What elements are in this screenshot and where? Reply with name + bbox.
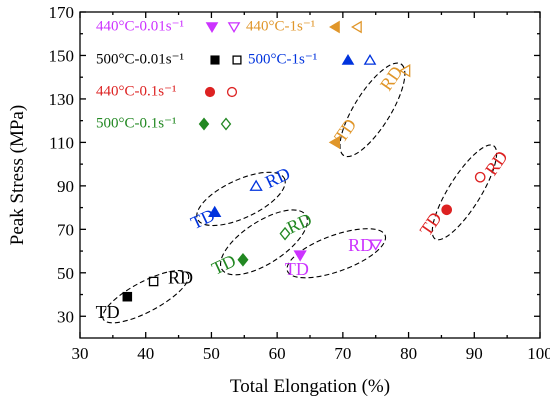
data-point: [441, 204, 453, 216]
group-ellipse: [102, 270, 190, 324]
point-annotation: RD: [348, 235, 373, 255]
y-tick-label: 110: [49, 133, 74, 152]
legend-marker-filled: [210, 55, 220, 65]
y-tick-label: 90: [57, 177, 74, 196]
x-tick-label: 50: [203, 344, 220, 363]
data-point: [399, 64, 411, 78]
legend-label: 440°C-0.01s⁻¹: [96, 18, 184, 34]
data-point: [249, 179, 263, 191]
y-tick-label: 30: [57, 307, 74, 326]
group-ellipse: [286, 228, 387, 279]
data-point: [474, 171, 486, 183]
point-annotation: RD: [481, 147, 512, 179]
data-point: [328, 135, 341, 150]
y-axis-title: Peak Stress (MPa): [7, 105, 28, 245]
legend-marker-open: [351, 20, 362, 34]
legend-label: 440°C-0.1s⁻¹: [96, 83, 177, 99]
y-tick-label: 130: [49, 90, 75, 109]
x-tick-label: 80: [400, 344, 417, 363]
x-tick-label: 30: [72, 344, 89, 363]
y-tick-label: 50: [57, 264, 74, 283]
data-point: [369, 239, 383, 251]
legend-label: 500°C-0.1s⁻¹: [96, 115, 177, 131]
legend-marker-filled: [205, 22, 219, 33]
legend-marker-open: [227, 22, 241, 33]
plot-area: 30 40 50 60 70 80 90 100 30 50 70 90 110 130 150 170 TD R…: [49, 3, 550, 363]
x-tick-label: 70: [334, 344, 351, 363]
x-axis-title: Total Elongation (%): [230, 376, 390, 397]
x-tick-label: 100: [527, 344, 550, 363]
point-annotation: RD: [168, 267, 193, 287]
data-point: [293, 250, 307, 262]
data-point: [237, 252, 249, 267]
legend-label: 440°C-1s⁻¹: [246, 18, 315, 34]
legend-label: 500°C-1s⁻¹: [248, 51, 317, 67]
group-ellipse: [196, 171, 286, 227]
group-ellipse: [219, 209, 309, 276]
legend-marker-open: [220, 117, 232, 131]
data-point: [122, 291, 133, 302]
legend-marker-filled: [204, 86, 216, 98]
point-annotation: RD: [262, 163, 293, 192]
y-tick-label: 70: [57, 220, 74, 239]
legend-label: 500°C-0.01s⁻¹: [96, 51, 184, 67]
point-annotation: RD: [284, 209, 315, 238]
data-point: [148, 276, 159, 287]
data-point: [208, 205, 222, 217]
legend-marker-filled: [341, 54, 355, 65]
legend-marker-open: [363, 54, 377, 65]
legend-marker-filled: [198, 117, 210, 131]
group-ellipse: [431, 144, 498, 241]
legend-marker-open: [232, 55, 242, 65]
point-annotation: TD: [96, 302, 120, 322]
data-point: [279, 226, 291, 241]
x-tick-label: 40: [137, 344, 154, 363]
y-tick-label: 150: [49, 46, 75, 65]
x-tick-label: 90: [466, 344, 483, 363]
x-tick-label: 60: [269, 344, 286, 363]
point-annotation: TD: [416, 208, 446, 239]
group-ellipse: [339, 62, 406, 158]
point-annotation: TD: [209, 250, 239, 278]
legend-marker-open: [226, 86, 238, 98]
y-tick-label: 170: [49, 3, 75, 22]
legend-marker-filled: [329, 20, 340, 34]
point-annotation: TD: [285, 259, 309, 279]
